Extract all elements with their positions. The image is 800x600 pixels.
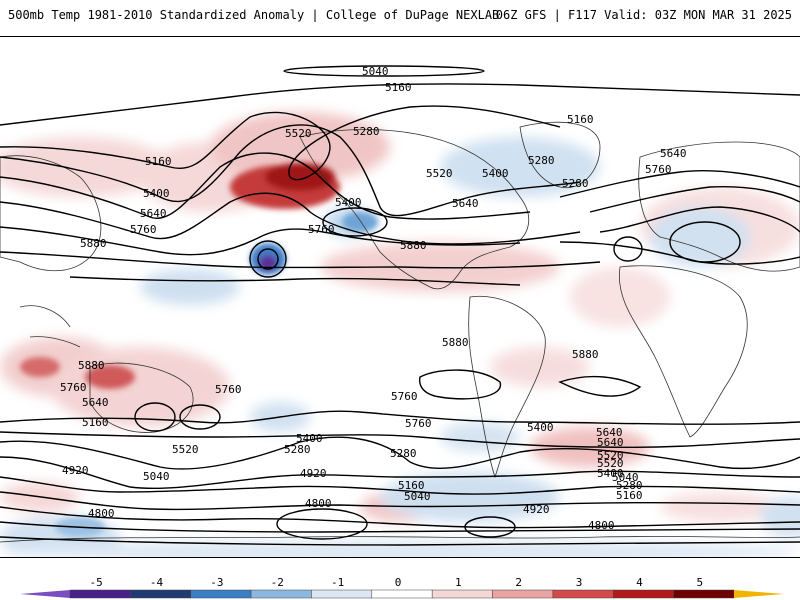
contour-label: 5640 (82, 396, 109, 409)
colorbar-band (552, 589, 614, 599)
colorbar-tick-label: 3 (575, 576, 583, 589)
contour-label: 5640 (660, 147, 687, 160)
contour-label: 5640 (596, 426, 623, 439)
contour-label: 5400 (143, 187, 170, 200)
colorbar-end-left (20, 590, 70, 598)
contour-label: 4920 (300, 467, 327, 480)
colorbar: -5 -4 -3 -2 -1 0 1 2 3 4 5 (0, 568, 800, 600)
map-header: 500mb Temp 1981-2010 Standardized Anomal… (0, 0, 800, 36)
contour-label: 5640 (452, 197, 479, 210)
colorbar-band (492, 589, 554, 599)
colorbar-scale (20, 589, 784, 599)
contour-labels: 5040 5160 5520 5280 5160 5400 5640 5760 … (60, 65, 687, 532)
contour-label: 5640 (140, 207, 167, 220)
contour-label: 5280 (353, 125, 380, 138)
contour-label: 5400 (597, 467, 624, 480)
colorbar-tick-label: 0 (394, 576, 402, 589)
contour-label: 5760 (215, 383, 242, 396)
contour-label: 5520 (426, 167, 453, 180)
colorbar-tick-label: -3 (210, 576, 224, 589)
contour-label: 5280 (562, 177, 589, 190)
contour-label: 5520 (172, 443, 199, 456)
coastlines (0, 121, 800, 543)
contour-label: 5520 (285, 127, 312, 140)
anomaly-map: 5040 5160 5520 5280 5160 5400 5640 5760 … (0, 65, 800, 557)
contour-label: 4800 (88, 507, 115, 520)
colorbar-band (431, 589, 493, 599)
colorbar-tick-label: 4 (636, 576, 643, 589)
colorbar-tick-label: 5 (696, 576, 704, 589)
contour-label: 5160 (385, 81, 412, 94)
contour-label: 5520 (597, 457, 624, 470)
contour-label: 5760 (308, 223, 335, 236)
contour-label: 5160 (567, 113, 594, 126)
contour-label: 5160 (398, 479, 425, 492)
contour-label: 5640 (597, 436, 624, 449)
colorbar-band (190, 589, 252, 599)
contour-label: 5880 (78, 359, 105, 372)
contour-label: 5760 (645, 163, 672, 176)
contour-label: 5160 (82, 416, 109, 429)
contour-label: 5280 (284, 443, 311, 456)
contour-label: 5880 (400, 239, 427, 252)
contour-label: 5400 (527, 421, 554, 434)
contour-label: 5280 (616, 479, 643, 492)
contour-label: 5880 (442, 336, 469, 349)
colorbar-band (673, 589, 735, 599)
contour-label: 5880 (80, 237, 107, 250)
contour-label: 5520 (597, 449, 624, 462)
contour-label: 5760 (130, 223, 157, 236)
colorbar-tick-label: 1 (455, 576, 462, 589)
run-info: 06Z GFS | F117 Valid: 03Z MON MAR 31 202… (495, 8, 792, 22)
colorbar-tick-label: -4 (149, 576, 164, 589)
colorbar-band (613, 589, 674, 599)
colorbar-band (130, 589, 191, 599)
colorbar-tick-label: -5 (89, 576, 103, 589)
contour-label: 5400 (482, 167, 509, 180)
contour-label: 4920 (62, 464, 89, 477)
contour-label: 5880 (572, 348, 599, 361)
contour-label: 5160 (616, 489, 643, 502)
colorbar-band (250, 589, 312, 599)
colorbar-band (69, 589, 131, 599)
map-panel: 5040 5160 5520 5280 5160 5400 5640 5760 … (0, 36, 800, 558)
contour-label: 5040 (143, 470, 170, 483)
colorbar-tick-label: -1 (331, 576, 345, 589)
contour-label: 5040 (612, 471, 639, 484)
contour-label: 4800 (588, 519, 615, 532)
colorbar-band (311, 589, 373, 599)
colorbar-band (371, 589, 433, 599)
contour-label: 5160 (145, 155, 172, 168)
contour-label: 5400 (335, 196, 362, 209)
colorbar-tick-label: -2 (270, 576, 284, 589)
height-contours (0, 65, 800, 546)
map-title: 500mb Temp 1981-2010 Standardized Anomal… (8, 8, 500, 22)
contour-label: 5400 (296, 432, 323, 445)
contour-label: 5760 (405, 417, 432, 430)
contour-label: 5040 (404, 490, 431, 503)
contour-label: 5760 (60, 381, 87, 394)
colorbar-tick-label: 2 (515, 576, 523, 589)
contour-label: 5760 (391, 390, 418, 403)
contour-label: 5040 (362, 65, 389, 78)
contour-label: 4920 (523, 503, 550, 516)
contour-label: 5280 (528, 154, 555, 167)
contour-label: 5280 (390, 447, 417, 460)
contour-label: 4800 (305, 497, 332, 510)
anomaly-shading (0, 112, 800, 557)
colorbar-end-right (734, 590, 784, 598)
